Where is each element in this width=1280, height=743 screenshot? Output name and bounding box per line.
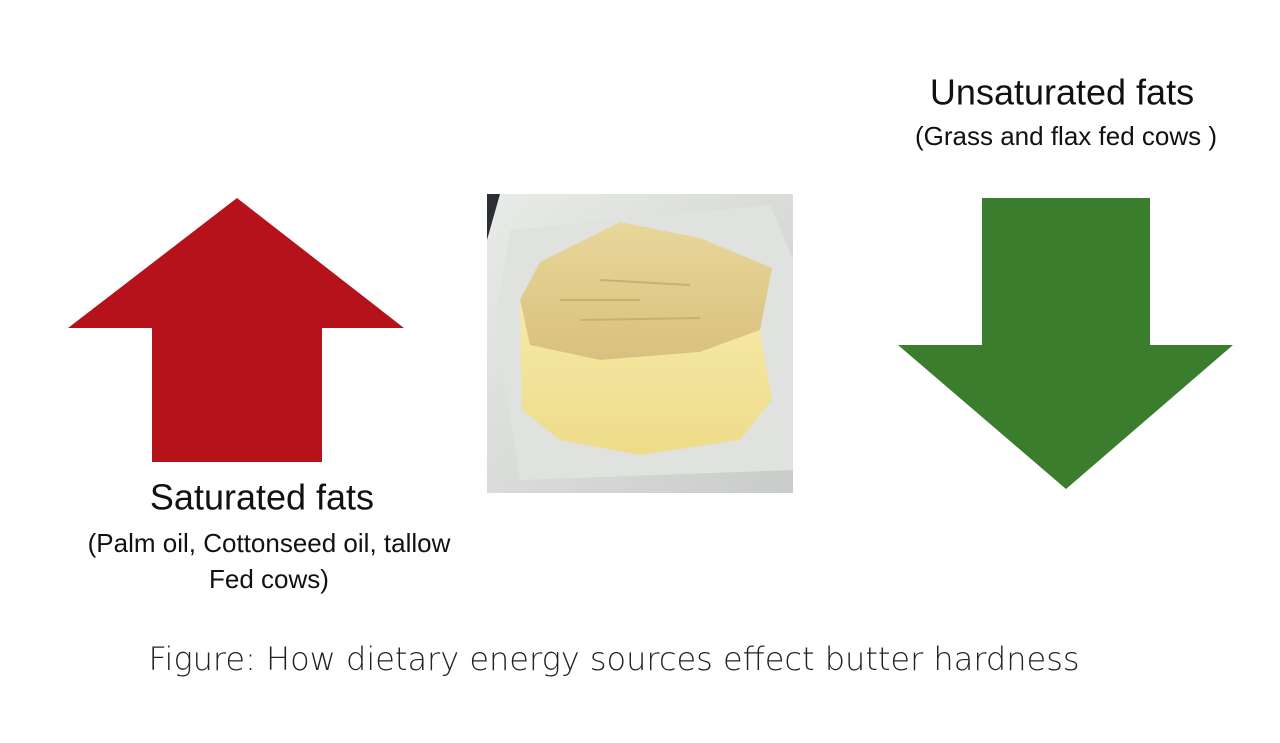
left-subtitle-line: Fed cows) — [209, 564, 329, 594]
left-title: Saturated fats — [150, 477, 374, 518]
green-down-arrow — [898, 198, 1233, 489]
red-up-arrow — [68, 198, 404, 462]
butter-photo — [487, 194, 793, 493]
right-title: Unsaturated fats — [930, 72, 1194, 113]
right-subtitle: (Grass and flax fed cows ) — [915, 121, 1217, 151]
caption: Figure: How dietary energy sources effec… — [148, 640, 1079, 678]
left-subtitle-line: (Palm oil, Cottonseed oil, tallow — [88, 528, 451, 558]
